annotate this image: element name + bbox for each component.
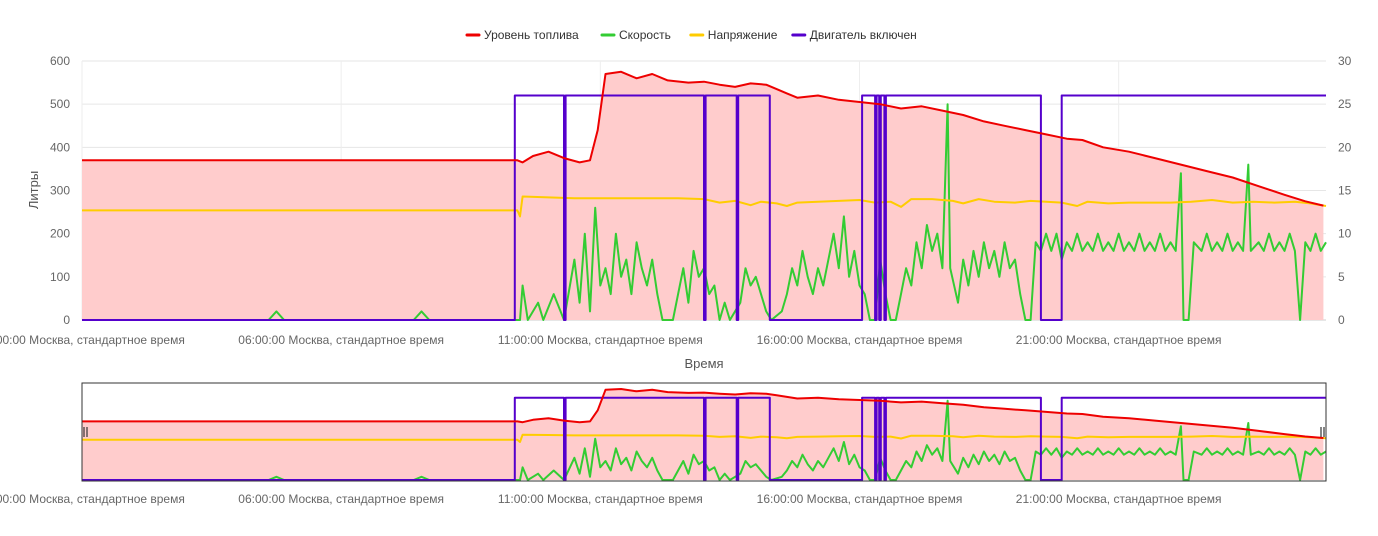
y-left-tick-label: 100 xyxy=(50,270,70,284)
y-right-tick-label: 0 xyxy=(1338,313,1345,327)
fuel-level-line xyxy=(82,70,1324,207)
y-right-tick-label: 5 xyxy=(1338,270,1345,284)
legend-item[interactable]: Скорость xyxy=(600,28,671,42)
navigator-fuel-area xyxy=(82,389,1324,480)
navigator-x-tick-label: 06:00:00 Москва, стандартное время xyxy=(238,492,444,506)
y-right-tick-label: 20 xyxy=(1338,140,1352,154)
y-left-tick-label: 400 xyxy=(50,140,70,154)
navigator-right-handle[interactable] xyxy=(1320,427,1325,437)
navigator-x-axis-ticks: 01:00:00 Москва, стандартное время 06:00:… xyxy=(0,492,1222,506)
legend-label: Скорость xyxy=(619,28,671,42)
y-right-tick-label: 25 xyxy=(1338,97,1352,111)
legend-item[interactable]: Уровень топлива xyxy=(465,28,579,42)
right-axis-ticks: 0 5 10 15 20 25 30 xyxy=(1338,54,1352,327)
y-left-tick-label: 600 xyxy=(50,54,70,68)
navigator-x-tick-label: 21:00:00 Москва, стандартное время xyxy=(1016,492,1222,506)
legend-label: Двигатель включен xyxy=(810,28,917,42)
navigator-series xyxy=(82,388,1327,481)
y-axis-title: Литры xyxy=(26,171,41,209)
navigator-voltage-line xyxy=(82,433,1327,443)
x-axis-title: Время xyxy=(684,356,723,371)
x-tick-label: 01:00:00 Москва, стандартное время xyxy=(0,333,185,347)
y-right-tick-label: 15 xyxy=(1338,184,1352,198)
y-left-tick-label: 0 xyxy=(63,313,70,327)
y-right-tick-label: 30 xyxy=(1338,54,1352,68)
speed-line xyxy=(82,103,1327,321)
navigator-speed-line xyxy=(82,399,1327,481)
x-tick-label: 16:00:00 Москва, стандартное время xyxy=(757,333,963,347)
legend-label: Уровень топлива xyxy=(484,28,579,42)
navigator-fuel-level-line xyxy=(82,388,1324,439)
x-tick-label: 21:00:00 Москва, стандартное время xyxy=(1016,333,1222,347)
navigator-engine-on-line xyxy=(82,396,1326,481)
x-axis-ticks: 01:00:00 Москва, стандартное время 06:00:… xyxy=(0,333,1222,347)
y-right-tick-label: 10 xyxy=(1338,227,1352,241)
legend-item[interactable]: Напряжение xyxy=(689,28,778,42)
main-series xyxy=(82,70,1327,321)
x-tick-label: 11:00:00 Москва, стандартное время xyxy=(498,333,703,347)
y-left-tick-label: 300 xyxy=(50,184,70,198)
navigator-frame[interactable] xyxy=(81,382,1327,482)
legend-label: Напряжение xyxy=(708,28,778,42)
engine-on-line xyxy=(82,94,1326,321)
navigator-x-tick-label: 11:00:00 Москва, стандартное время xyxy=(498,492,703,506)
voltage-line xyxy=(82,195,1327,218)
navigator-x-tick-label: 01:00:00 Москва, стандартное время xyxy=(0,492,185,506)
x-tick-label: 06:00:00 Москва, стандартное время xyxy=(238,333,444,347)
navigator-left-handle[interactable] xyxy=(83,427,88,437)
legend-item[interactable]: Двигатель включен xyxy=(791,28,917,42)
navigator-x-tick-label: 16:00:00 Москва, стандартное время xyxy=(757,492,963,506)
fuel-area xyxy=(82,71,1324,320)
y-left-tick-label: 200 xyxy=(50,227,70,241)
y-left-tick-label: 500 xyxy=(50,97,70,111)
left-axis-ticks: 0 100 200 300 400 500 600 xyxy=(50,54,70,327)
legend: Уровень топлива Скорость Напряжение Двигате… xyxy=(465,28,917,42)
